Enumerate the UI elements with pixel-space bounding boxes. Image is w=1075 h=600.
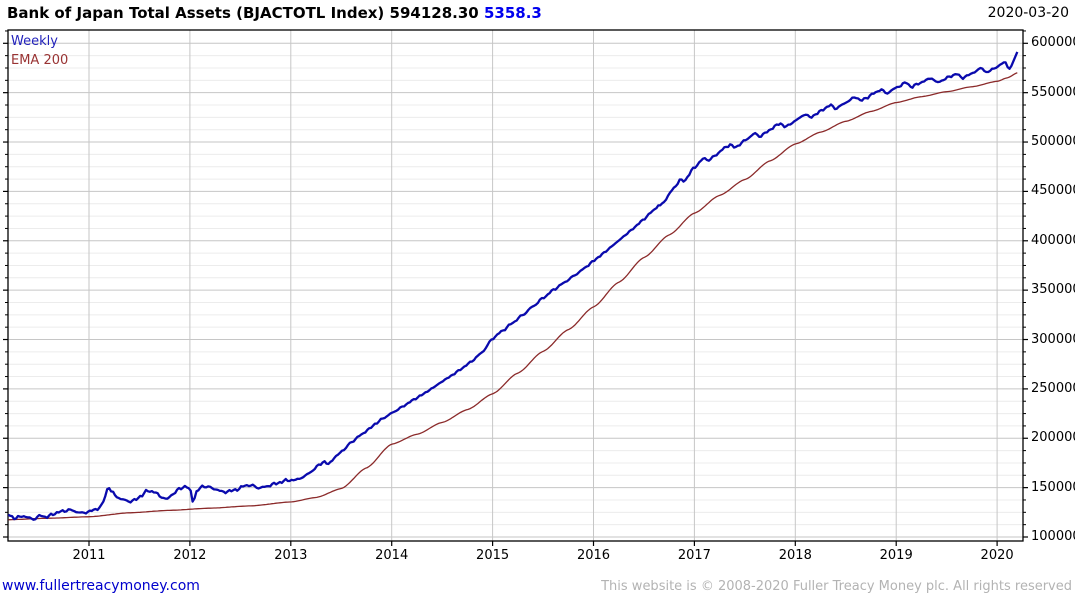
x-tick-label: 2017: [677, 548, 711, 563]
x-tick-label: 2012: [173, 548, 207, 563]
y-tick-label: 550000: [1031, 84, 1075, 100]
x-tick-label: 2016: [576, 548, 611, 563]
y-tick-label: 200000: [1031, 430, 1075, 446]
x-tick-label: 2011: [72, 548, 106, 563]
y-tick-label: 500000: [1031, 134, 1075, 150]
y-tick-label: 600000: [1031, 35, 1075, 51]
y-tick-label: 100000: [1031, 529, 1075, 544]
y-tick-label: 250000: [1031, 380, 1075, 396]
legend-ema: EMA 200: [11, 53, 69, 68]
change-value: 5358.3: [483, 4, 542, 22]
y-tick-label: 400000: [1031, 232, 1075, 248]
y-tick-label: 150000: [1031, 479, 1075, 495]
y-tick-label: 300000: [1031, 331, 1075, 347]
x-tick-label: 2018: [778, 548, 812, 563]
x-tick-label: 2014: [375, 548, 409, 563]
y-tick-label: 450000: [1031, 183, 1075, 199]
instrument-title: Bank of Japan Total Assets (BJACTOTL Ind…: [7, 4, 385, 22]
chart-legend: Weekly EMA 200: [11, 32, 68, 70]
copyright-text: This website is © 2008-2020 Fuller Treac…: [601, 579, 1072, 594]
legend-weekly: Weekly: [11, 34, 58, 49]
site-link[interactable]: www.fullertreacymoney.com: [2, 578, 200, 594]
chart-title: Bank of Japan Total Assets (BJACTOTL Ind…: [7, 4, 542, 22]
x-tick-label: 2019: [879, 548, 913, 563]
x-tick-label: 2015: [476, 548, 510, 563]
x-tick-label: 2013: [274, 548, 308, 563]
y-tick-label: 350000: [1031, 282, 1075, 298]
last-price: 594128.30: [389, 4, 479, 22]
chart-date: 2020-03-20: [987, 5, 1069, 21]
x-tick-label: 2020: [980, 548, 1014, 563]
